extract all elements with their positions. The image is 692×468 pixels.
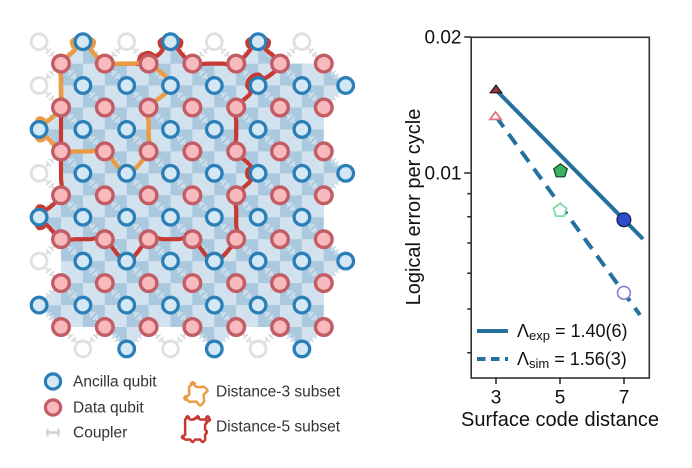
svg-text:0.01: 0.01: [425, 164, 462, 185]
svg-text:Distance-3 subset: Distance-3 subset: [216, 384, 341, 401]
svg-text:5: 5: [555, 388, 566, 409]
svg-text:Logical error per cycle: Logical error per cycle: [403, 109, 425, 306]
svg-text:Distance-5 subset: Distance-5 subset: [216, 419, 341, 436]
svg-text:Ancilla qubit: Ancilla qubit: [73, 374, 157, 391]
svg-text:7: 7: [619, 388, 630, 409]
svg-text:0.02: 0.02: [425, 28, 462, 49]
svg-text:Coupler: Coupler: [73, 425, 127, 442]
svg-text:3: 3: [491, 388, 502, 409]
svg-text:Surface code distance: Surface code distance: [461, 409, 659, 431]
svg-text:Data qubit: Data qubit: [73, 400, 144, 417]
